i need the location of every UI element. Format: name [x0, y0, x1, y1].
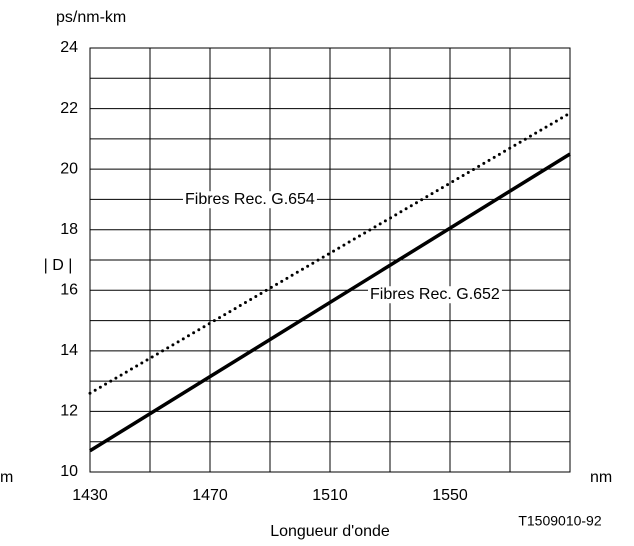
series-label: Fibres Rec. G.652 [370, 286, 500, 303]
x-tick-label: 1470 [192, 487, 228, 504]
y-tick-label: 12 [60, 403, 78, 420]
series-line [88, 111, 572, 395]
series-line [89, 152, 571, 453]
y-tick-label: 10 [60, 463, 78, 480]
y-tick-label: 24 [60, 39, 78, 56]
y-axis-label: | D | [44, 257, 73, 274]
label-background [183, 191, 317, 209]
y-tick-label: 16 [60, 282, 78, 299]
x-tick-label: 1550 [432, 487, 468, 504]
cut-label: m [0, 469, 13, 486]
y-tick-label: 18 [60, 221, 78, 238]
y-tick-label: 20 [60, 160, 78, 177]
y-tick-label: 14 [60, 342, 78, 359]
figure-code: T1509010-92 [518, 513, 602, 529]
x-unit: nm [590, 469, 612, 486]
y-unit: ps/nm-km [56, 9, 126, 26]
label-background [368, 286, 502, 304]
series-label: Fibres Rec. G.654 [185, 191, 315, 208]
x-tick-label: 1430 [72, 487, 108, 504]
y-tick-label: 22 [60, 100, 78, 117]
x-axis-label: Longueur d'onde [270, 523, 390, 540]
x-tick-label: 1510 [312, 487, 348, 504]
